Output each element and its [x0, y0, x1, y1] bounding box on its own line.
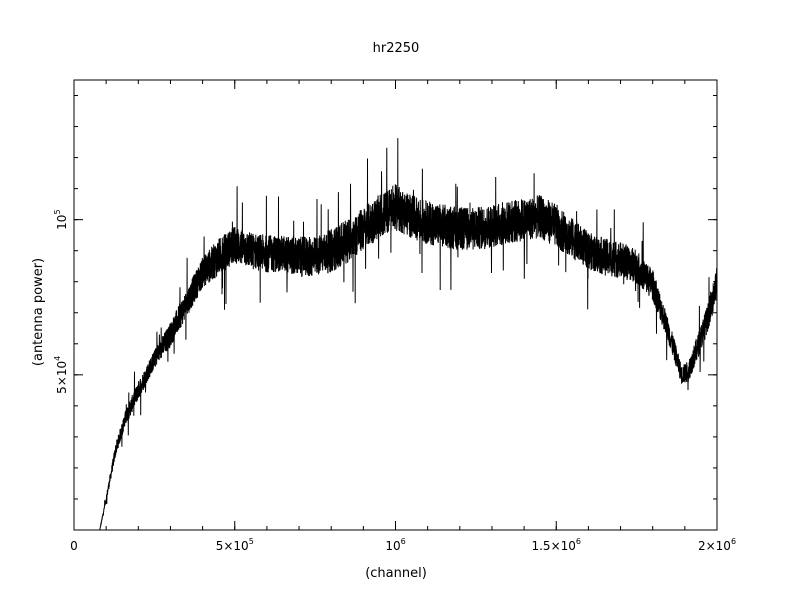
x-tick-label: 0 [70, 539, 78, 553]
x-tick-label: 2×106 [698, 537, 736, 553]
y-tick-label: 105 [53, 209, 69, 229]
y-tick-label: 5×104 [53, 356, 69, 394]
chart-title: hr2250 [373, 41, 420, 56]
minor-ticks [73, 80, 718, 530]
x-tick-label: 1.5×106 [531, 537, 581, 553]
major-ticks [73, 80, 718, 530]
x-tick-labels: 0 5×105 106 1.5×106 2×106 [70, 537, 736, 553]
y-tick-labels: 5×104 105 [53, 209, 69, 393]
x-tick-label: 106 [385, 537, 405, 553]
spectrum-series-line [99, 138, 718, 531]
x-tick-label: 5×105 [216, 537, 254, 553]
plot-frame [73, 79, 718, 531]
y-axis-label: (antenna power) [31, 258, 46, 366]
x-axis-label: (channel) [365, 566, 427, 581]
